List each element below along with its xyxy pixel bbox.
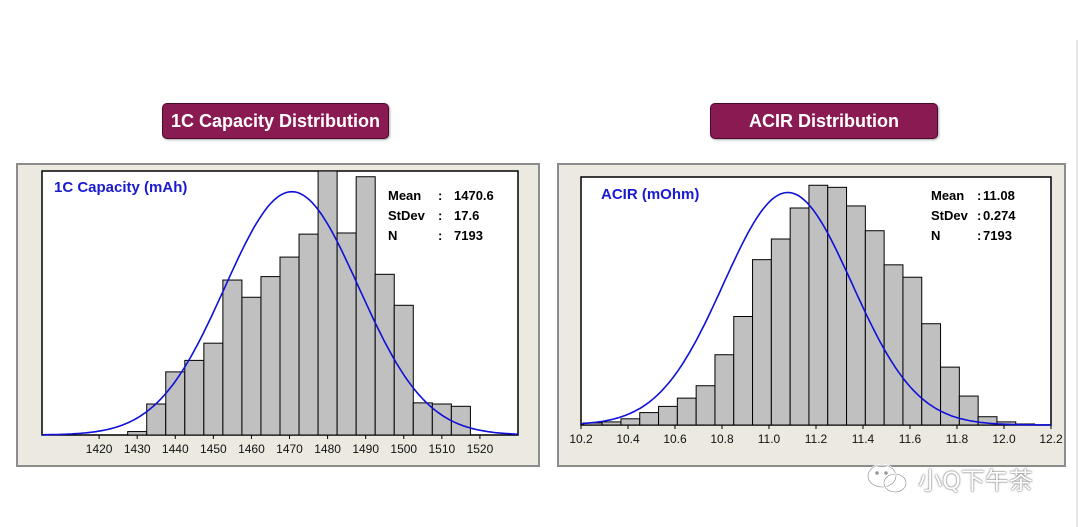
normal-fit-curve: [580, 191, 1051, 426]
histogram-bar: [450, 405, 471, 436]
stat-label: Mean: [388, 188, 421, 203]
x-tick-label: 1470: [276, 442, 303, 456]
histogram-bar: [902, 276, 923, 426]
x-tick-label: 1440: [162, 442, 189, 456]
capacity-histogram-chart: 1420 1430 1440 1450 1460 1470 1480 1490 1500 1510…: [41, 170, 519, 456]
histogram-bar: [355, 176, 376, 436]
right-edge-divider: [1076, 40, 1078, 527]
histogram-bar: [695, 385, 716, 426]
chart-title: ACIR (mOhm): [601, 186, 699, 203]
stat-colon: :: [977, 208, 981, 223]
histogram-bar: [864, 230, 885, 426]
chart-title: 1C Capacity (mAh): [54, 179, 187, 196]
histogram-bar: [883, 264, 904, 426]
x-tick-label: 1480: [314, 442, 341, 456]
stat-label: StDev: [388, 208, 426, 223]
x-tick-label: 10.4: [616, 432, 640, 446]
stat-value: 0.274: [983, 208, 1016, 223]
stat-label: Mean: [931, 188, 964, 203]
acir-histogram-panel: 10.2 10.4 10.6 10.8 11.0 11.2 11.4 11.6 11.8 12.0…: [557, 163, 1066, 467]
histogram-bar: [317, 170, 338, 436]
watermark-text: 小Q下午茶: [918, 467, 1033, 495]
stat-colon: :: [438, 228, 442, 243]
x-tick-label: 11.8: [946, 432, 969, 446]
x-tick-label: 1420: [86, 442, 113, 456]
x-tick-label: 12.2: [1039, 432, 1063, 446]
acir-distribution-title: ACIR Distribution: [710, 103, 938, 139]
stat-colon: :: [438, 208, 442, 223]
histogram-bar: [658, 405, 678, 426]
histogram-bar: [676, 397, 697, 426]
histogram-bar: [203, 342, 224, 436]
histogram-bar: [733, 316, 754, 426]
x-tick-label: 11.0: [758, 432, 781, 446]
histogram-bar: [977, 416, 998, 426]
stat-colon: :: [977, 188, 981, 203]
histogram-bar: [770, 238, 791, 426]
x-tick-label: 10.2: [569, 432, 593, 446]
histogram-bar: [714, 354, 735, 426]
histogram-bar: [412, 402, 433, 436]
histogram-bar: [752, 259, 772, 426]
x-tick-label: 12.0: [992, 432, 1016, 446]
histogram-bar: [827, 186, 848, 426]
stat-value: 7193: [454, 228, 483, 243]
x-tick-label: 11.4: [852, 432, 875, 446]
x-tick-label: 10.8: [710, 432, 734, 446]
stat-label: StDev: [931, 208, 969, 223]
stat-label: N: [931, 228, 940, 243]
x-tick-label: 1460: [238, 442, 265, 456]
histogram-bar: [393, 304, 414, 436]
x-tick-label: 1490: [352, 442, 379, 456]
x-tick-label: 1510: [428, 442, 455, 456]
x-tick-label: 11.6: [899, 432, 922, 446]
histogram-bar: [601, 421, 622, 426]
stat-colon: :: [438, 188, 442, 203]
histogram-bar: [639, 412, 660, 426]
watermark: 小Q下午茶: [866, 461, 1033, 496]
histogram-bar: [789, 207, 810, 426]
histogram-bar: [620, 418, 641, 426]
capacity-distribution-title: 1C Capacity Distribution: [162, 103, 389, 139]
histogram-bar: [279, 256, 300, 436]
x-tick-label: 1450: [200, 442, 227, 456]
histogram-bar: [260, 276, 281, 436]
x-tick-label: 1500: [390, 442, 417, 456]
histogram-bar: [808, 184, 829, 426]
stat-value: 7193: [983, 228, 1012, 243]
wechat-icon: [866, 463, 908, 493]
histogram-bar: [184, 359, 205, 436]
stat-value: 17.6: [454, 208, 479, 223]
capacity-histogram-panel: 1420 1430 1440 1450 1460 1470 1480 1490 1500 1510…: [16, 163, 540, 467]
histogram-bar: [336, 232, 357, 436]
x-tick-label: 11.2: [805, 432, 828, 446]
histogram-bar: [127, 431, 148, 436]
histogram-bar: [241, 296, 262, 436]
histogram-bar: [298, 233, 319, 436]
histogram-bar: [222, 279, 243, 436]
x-tick-label: 10.6: [663, 432, 687, 446]
x-tick-label: 1430: [124, 442, 151, 456]
stat-colon: :: [977, 228, 981, 243]
histogram-bar: [940, 366, 960, 426]
histogram-bar: [958, 395, 979, 426]
stat-label: N: [388, 228, 397, 243]
acir-histogram-chart: 10.2 10.4 10.6 10.8 11.0 11.2 11.4 11.6 11.8 12.0…: [569, 176, 1063, 446]
stat-value: 1470.6: [454, 188, 494, 203]
normal-fit-curve: [41, 190, 519, 436]
histogram-bar: [846, 205, 866, 426]
stat-value: 11.08: [983, 188, 1015, 203]
x-tick-label: 1520: [467, 442, 494, 456]
